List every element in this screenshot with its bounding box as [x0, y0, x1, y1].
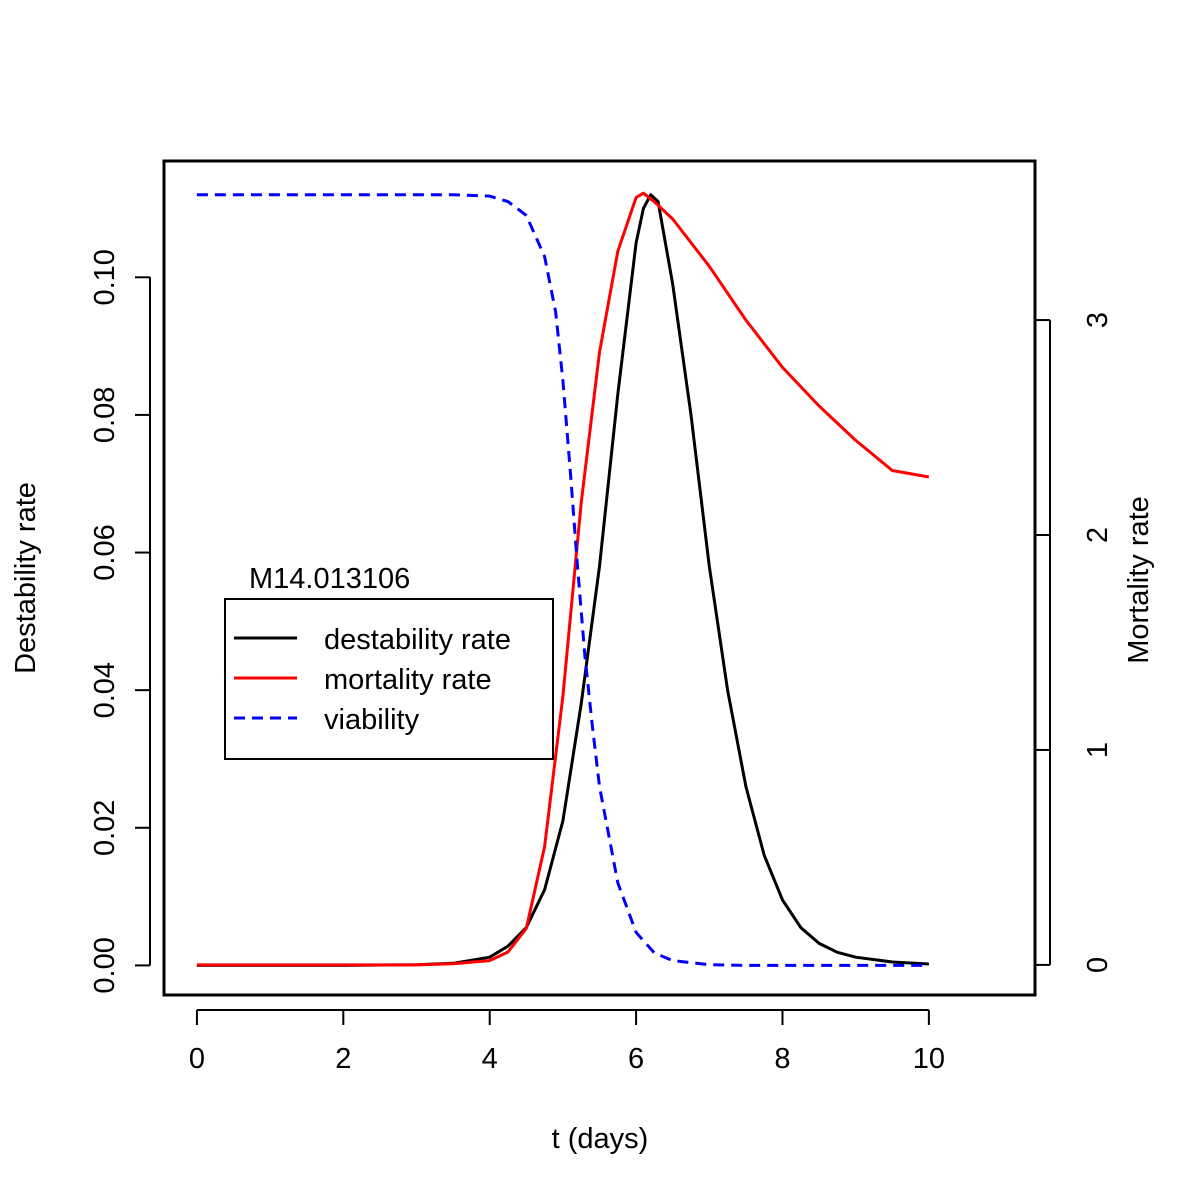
x-tick-label: 10 — [913, 1043, 945, 1075]
x-tick-label: 4 — [482, 1043, 498, 1075]
series-lines — [196, 191, 930, 967]
y-right-tick-label: 2 — [1082, 527, 1114, 543]
y-right-tick-label: 1 — [1082, 742, 1114, 758]
y-right-axis: 0 1 2 3 — [1035, 312, 1114, 973]
y-right-axis-title: Mortality rate — [1123, 496, 1155, 664]
legend: destability rate mortality rate viabilit… — [224, 598, 554, 760]
y-left-tick-label: 0.06 — [89, 524, 121, 580]
legend-label-mortality-rate: mortality rate — [324, 664, 492, 696]
series-line-mortality-rate — [196, 191, 930, 967]
x-tick-label: 2 — [335, 1043, 351, 1075]
series-line-viability — [196, 193, 929, 967]
plot-frame — [162, 159, 1037, 997]
y-right-tick-label: 0 — [1082, 957, 1114, 973]
y-left-tick-label: 0.04 — [89, 662, 121, 718]
x-tick-label: 6 — [628, 1043, 644, 1075]
y-left-axis-title: Destability rate — [10, 482, 42, 674]
y-left-tick-label: 0.08 — [89, 387, 121, 443]
series-line-destability-rate — [196, 193, 929, 967]
x-axis: 0 2 4 6 8 10 — [189, 1009, 945, 1075]
x-tick-label: 0 — [189, 1043, 205, 1075]
chart-annotation: M14.013106 — [249, 563, 410, 595]
y-left-tick-label: 0.02 — [89, 800, 121, 856]
legend-label-viability: viability — [324, 704, 420, 736]
y-left-tick-label: 0.00 — [89, 937, 121, 993]
legend-label-destability-rate: destability rate — [324, 624, 511, 656]
y-left-tick-label: 0.10 — [89, 249, 121, 305]
x-axis-title: t (days) — [552, 1123, 649, 1155]
x-tick-label: 8 — [774, 1043, 790, 1075]
y-left-axis: 0.00 0.02 0.04 0.06 0.08 0.10 — [89, 249, 151, 994]
y-right-tick-label: 3 — [1082, 312, 1114, 328]
